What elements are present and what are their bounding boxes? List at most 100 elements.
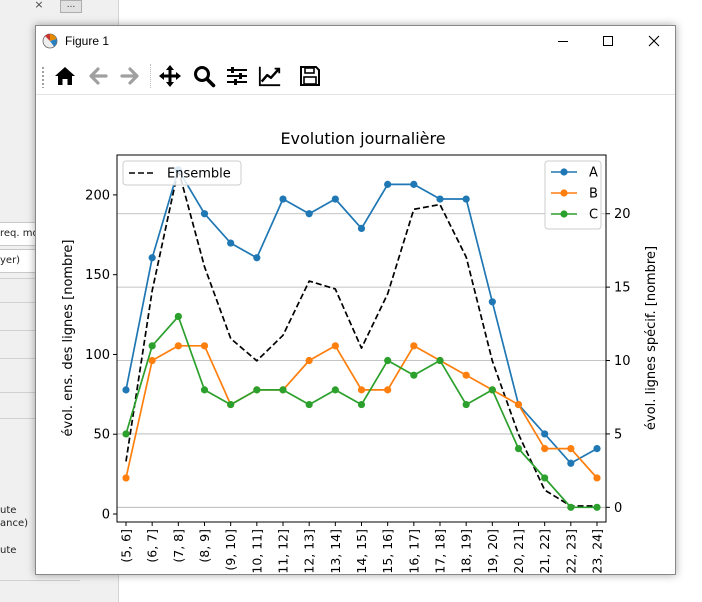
subplots-icon — [227, 67, 247, 85]
series-a-point — [357, 224, 366, 232]
background-field[interactable]: yer) — [0, 249, 37, 273]
x-tick-label: (16, 17] — [406, 529, 421, 574]
pan-button[interactable] — [158, 64, 182, 88]
back-icon — [89, 67, 108, 85]
back-button[interactable] — [86, 64, 110, 88]
series-ensemble-line — [125, 168, 597, 507]
series-b-point — [331, 342, 339, 350]
series-a-point — [488, 298, 496, 306]
gridlines — [117, 213, 606, 508]
legend-b-marker — [560, 189, 568, 197]
background-label: ance) — [0, 518, 29, 529]
series-c-point — [436, 356, 444, 365]
x-tick-label: (11, 12] — [276, 529, 291, 574]
legend-specific: A B C — [544, 160, 602, 230]
legend-b-label: B — [589, 187, 598, 202]
x-tick-label: (10, 11] — [249, 529, 264, 574]
chart-title: Evolution journalière — [280, 129, 445, 148]
matplotlib-app-icon — [42, 33, 58, 49]
series-a-point — [331, 195, 339, 203]
series-a-point — [227, 239, 235, 247]
series-c-point — [305, 400, 313, 409]
background-browse-button[interactable]: ... — [60, 0, 82, 13]
legend-a-label: A — [589, 166, 598, 181]
x-tick-label: (20, 21] — [511, 529, 526, 574]
legend-a-marker — [560, 168, 568, 176]
series-a-point — [279, 195, 287, 203]
x-tick-label: (18, 19] — [459, 529, 474, 574]
series-b-point — [305, 356, 313, 365]
background-label: ute — [0, 505, 17, 516]
background-close-icon[interactable]: × — [34, 0, 44, 11]
legend-ensemble: Ensemble — [122, 160, 242, 186]
x-tick-label: (19, 20] — [485, 529, 500, 574]
x-axis-ticks: (5, 6] (6, 7] (7, 8] (8, 9] (9, 10] (10, 11] (… — [119, 522, 605, 574]
background-field[interactable]: req. mo — [0, 222, 37, 246]
chart-figure[interactable]: Evolution journalière 0 50 100 150 200 0 5 10 1… — [36, 96, 675, 574]
series-a-point — [253, 254, 261, 262]
right-tick-label: 0 — [614, 501, 622, 516]
series-c-point — [357, 400, 366, 409]
series-a-point — [436, 195, 444, 203]
home-button[interactable] — [53, 64, 77, 88]
toolbar-grip[interactable] — [41, 66, 45, 88]
series-a-point — [593, 445, 601, 453]
home-icon — [55, 67, 75, 85]
x-tick-label: (22, 23] — [563, 529, 578, 574]
series-c-point — [227, 400, 235, 409]
x-tick-label: (6, 7] — [145, 529, 160, 563]
x-tick-label: (21, 22] — [537, 529, 552, 574]
series-c-point — [279, 386, 287, 394]
series-b-point — [200, 342, 209, 350]
x-tick-label: (15, 16] — [380, 529, 395, 574]
customize-button[interactable] — [258, 64, 282, 88]
series-b-point — [384, 386, 392, 394]
title-bar[interactable]: Figure 1 — [36, 26, 675, 56]
forward-button[interactable] — [118, 64, 142, 88]
left-axis-label: évol. ens. des lignes [nombre] — [61, 240, 76, 437]
left-axis-ticks: 0 50 100 150 200 — [85, 188, 117, 523]
legend-specific-box — [544, 160, 602, 230]
background-divider — [0, 278, 36, 279]
x-tick-label: (7, 8] — [171, 529, 186, 563]
series-a-point — [148, 254, 156, 262]
customize-icon — [258, 66, 281, 87]
series-b-point — [567, 445, 575, 453]
background-divider — [0, 330, 36, 331]
series-c-point — [174, 312, 182, 321]
maximize-button[interactable] — [585, 26, 631, 56]
plot-frame — [116, 154, 607, 523]
right-tick-label: 15 — [614, 281, 631, 296]
series-b-point — [357, 386, 366, 394]
series-a-point — [122, 386, 130, 394]
series-c-point — [331, 386, 339, 394]
pan-icon — [159, 65, 181, 87]
left-tick-label: 150 — [85, 268, 110, 283]
series-a-point — [541, 430, 549, 438]
series-c-point — [122, 430, 130, 438]
series-layer — [122, 166, 601, 511]
legend-ensemble-label: Ensemble — [167, 167, 231, 182]
left-tick-label: 50 — [93, 428, 110, 443]
x-tick-label: (9, 10] — [223, 529, 238, 571]
minimize-button[interactable] — [540, 26, 586, 56]
series-c-point — [488, 386, 496, 394]
toolbar-divider — [36, 94, 675, 95]
series-c-point — [384, 356, 392, 365]
subplots-button[interactable] — [225, 64, 249, 88]
zoom-button[interactable] — [192, 64, 216, 88]
background-divider — [0, 580, 80, 581]
close-button[interactable] — [631, 26, 677, 56]
series-b-point — [541, 445, 549, 453]
x-tick-label: (5, 6] — [119, 529, 134, 563]
series-a-point — [384, 180, 392, 188]
series-b-point — [514, 400, 523, 409]
legend-c-marker — [560, 210, 568, 218]
series-b-point — [462, 371, 470, 379]
window-title: Figure 1 — [65, 34, 110, 48]
maximize-icon — [603, 36, 613, 46]
background-divider — [0, 302, 36, 303]
background-field-label: yer) — [0, 255, 21, 266]
right-tick-label: 10 — [614, 354, 631, 369]
save-button[interactable] — [298, 64, 322, 88]
